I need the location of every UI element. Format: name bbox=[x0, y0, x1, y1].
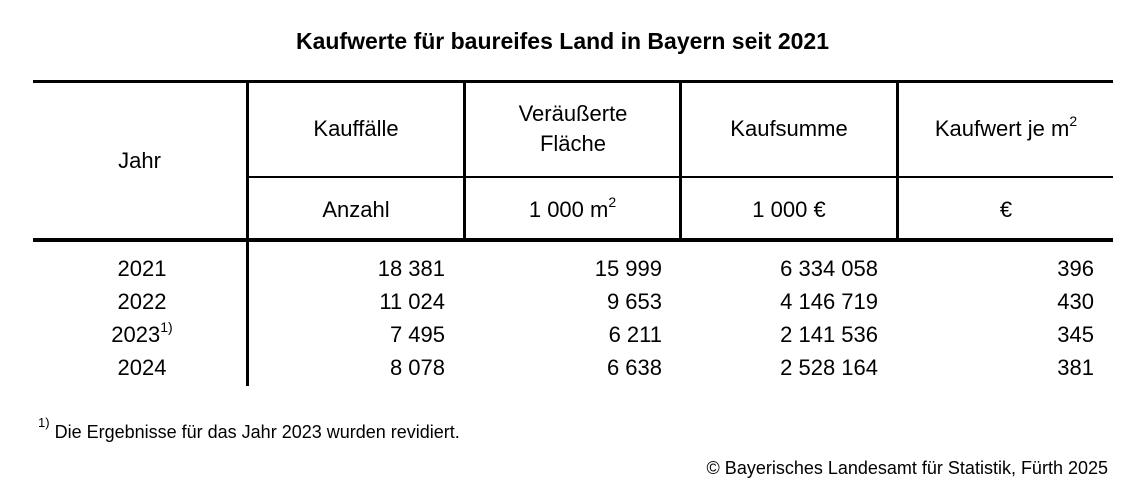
cell-kaufsumme: 6 334 058 bbox=[780, 256, 878, 281]
row-year: 20231) bbox=[33, 320, 251, 350]
unit-kauffaelle: Anzahl bbox=[322, 197, 390, 222]
row-year-text: 2023 bbox=[111, 322, 161, 347]
header-kaufwert-text: Kaufwert je m bbox=[934, 116, 1070, 141]
cell-kaufsumme: 2 528 164 bbox=[780, 355, 878, 380]
header-kaufwert: Kaufwert je m2 bbox=[899, 114, 1113, 144]
cell-flaeche: 6 211 bbox=[608, 322, 662, 347]
footnote: 1) Die Ergebnisse für das Jahr 2023 wurd… bbox=[38, 416, 460, 443]
unit-flaeche: 1 000 m2 bbox=[466, 195, 679, 225]
year-column-divider bbox=[246, 80, 249, 386]
table-title: Kaufwerte für baureifes Land in Bayern s… bbox=[295, 28, 829, 54]
cell-kaufsumme: 2 141 536 bbox=[780, 322, 878, 347]
row-year: 2022 bbox=[33, 287, 251, 317]
footnote-marker: 1) bbox=[38, 415, 50, 430]
data-table: Jahr Kauffälle Veräußerte Fläche Kaufsum… bbox=[33, 80, 1113, 386]
cell-kauffaelle: 18 381 bbox=[377, 256, 445, 281]
cell-kaufsumme: 4 146 719 bbox=[780, 289, 878, 314]
unit-flaeche-sup: 2 bbox=[608, 193, 617, 210]
cell-kaufwert: 381 bbox=[1057, 355, 1094, 380]
row-year-text: 2024 bbox=[117, 355, 167, 380]
column-divider-2 bbox=[679, 80, 682, 240]
row-year: 2024 bbox=[33, 353, 251, 383]
cell-kaufwert: 430 bbox=[1057, 289, 1094, 314]
unit-flaeche-text: 1 000 m bbox=[528, 197, 609, 222]
header-flaeche: Veräußerte Fläche bbox=[518, 101, 628, 156]
header-kauffaelle: Kauffälle bbox=[313, 116, 399, 141]
header-year: Jahr bbox=[118, 148, 161, 173]
cell-kaufwert: 345 bbox=[1057, 322, 1094, 347]
column-divider-1 bbox=[463, 80, 466, 240]
header-bottom-rule bbox=[33, 238, 1113, 242]
cell-flaeche: 9 653 bbox=[606, 289, 662, 314]
header-kaufwert-sup: 2 bbox=[1069, 112, 1078, 129]
cell-kaufwert: 396 bbox=[1057, 256, 1094, 281]
copyright-notice: © Bayerisches Landesamt für Statistik, F… bbox=[706, 458, 1108, 478]
row-year-text: 2021 bbox=[117, 256, 167, 281]
cell-kauffaelle: 8 078 bbox=[389, 355, 445, 380]
table-top-rule bbox=[33, 80, 1113, 83]
cell-flaeche: 15 999 bbox=[594, 256, 662, 281]
footnote-text: Die Ergebnisse für das Jahr 2023 wurden … bbox=[54, 422, 460, 442]
header-kaufsumme: Kaufsumme bbox=[730, 116, 848, 141]
row-year-note: 1) bbox=[160, 318, 173, 335]
unit-kaufsumme: 1 000 € bbox=[752, 197, 826, 222]
column-divider-3 bbox=[896, 80, 899, 240]
unit-kaufwert: € bbox=[999, 197, 1013, 222]
cell-kauffaelle: 11 024 bbox=[379, 289, 445, 314]
cell-flaeche: 6 638 bbox=[606, 355, 662, 380]
cell-kauffaelle: 7 495 bbox=[389, 322, 445, 347]
row-year-text: 2022 bbox=[117, 289, 167, 314]
row-year: 2021 bbox=[33, 254, 251, 284]
